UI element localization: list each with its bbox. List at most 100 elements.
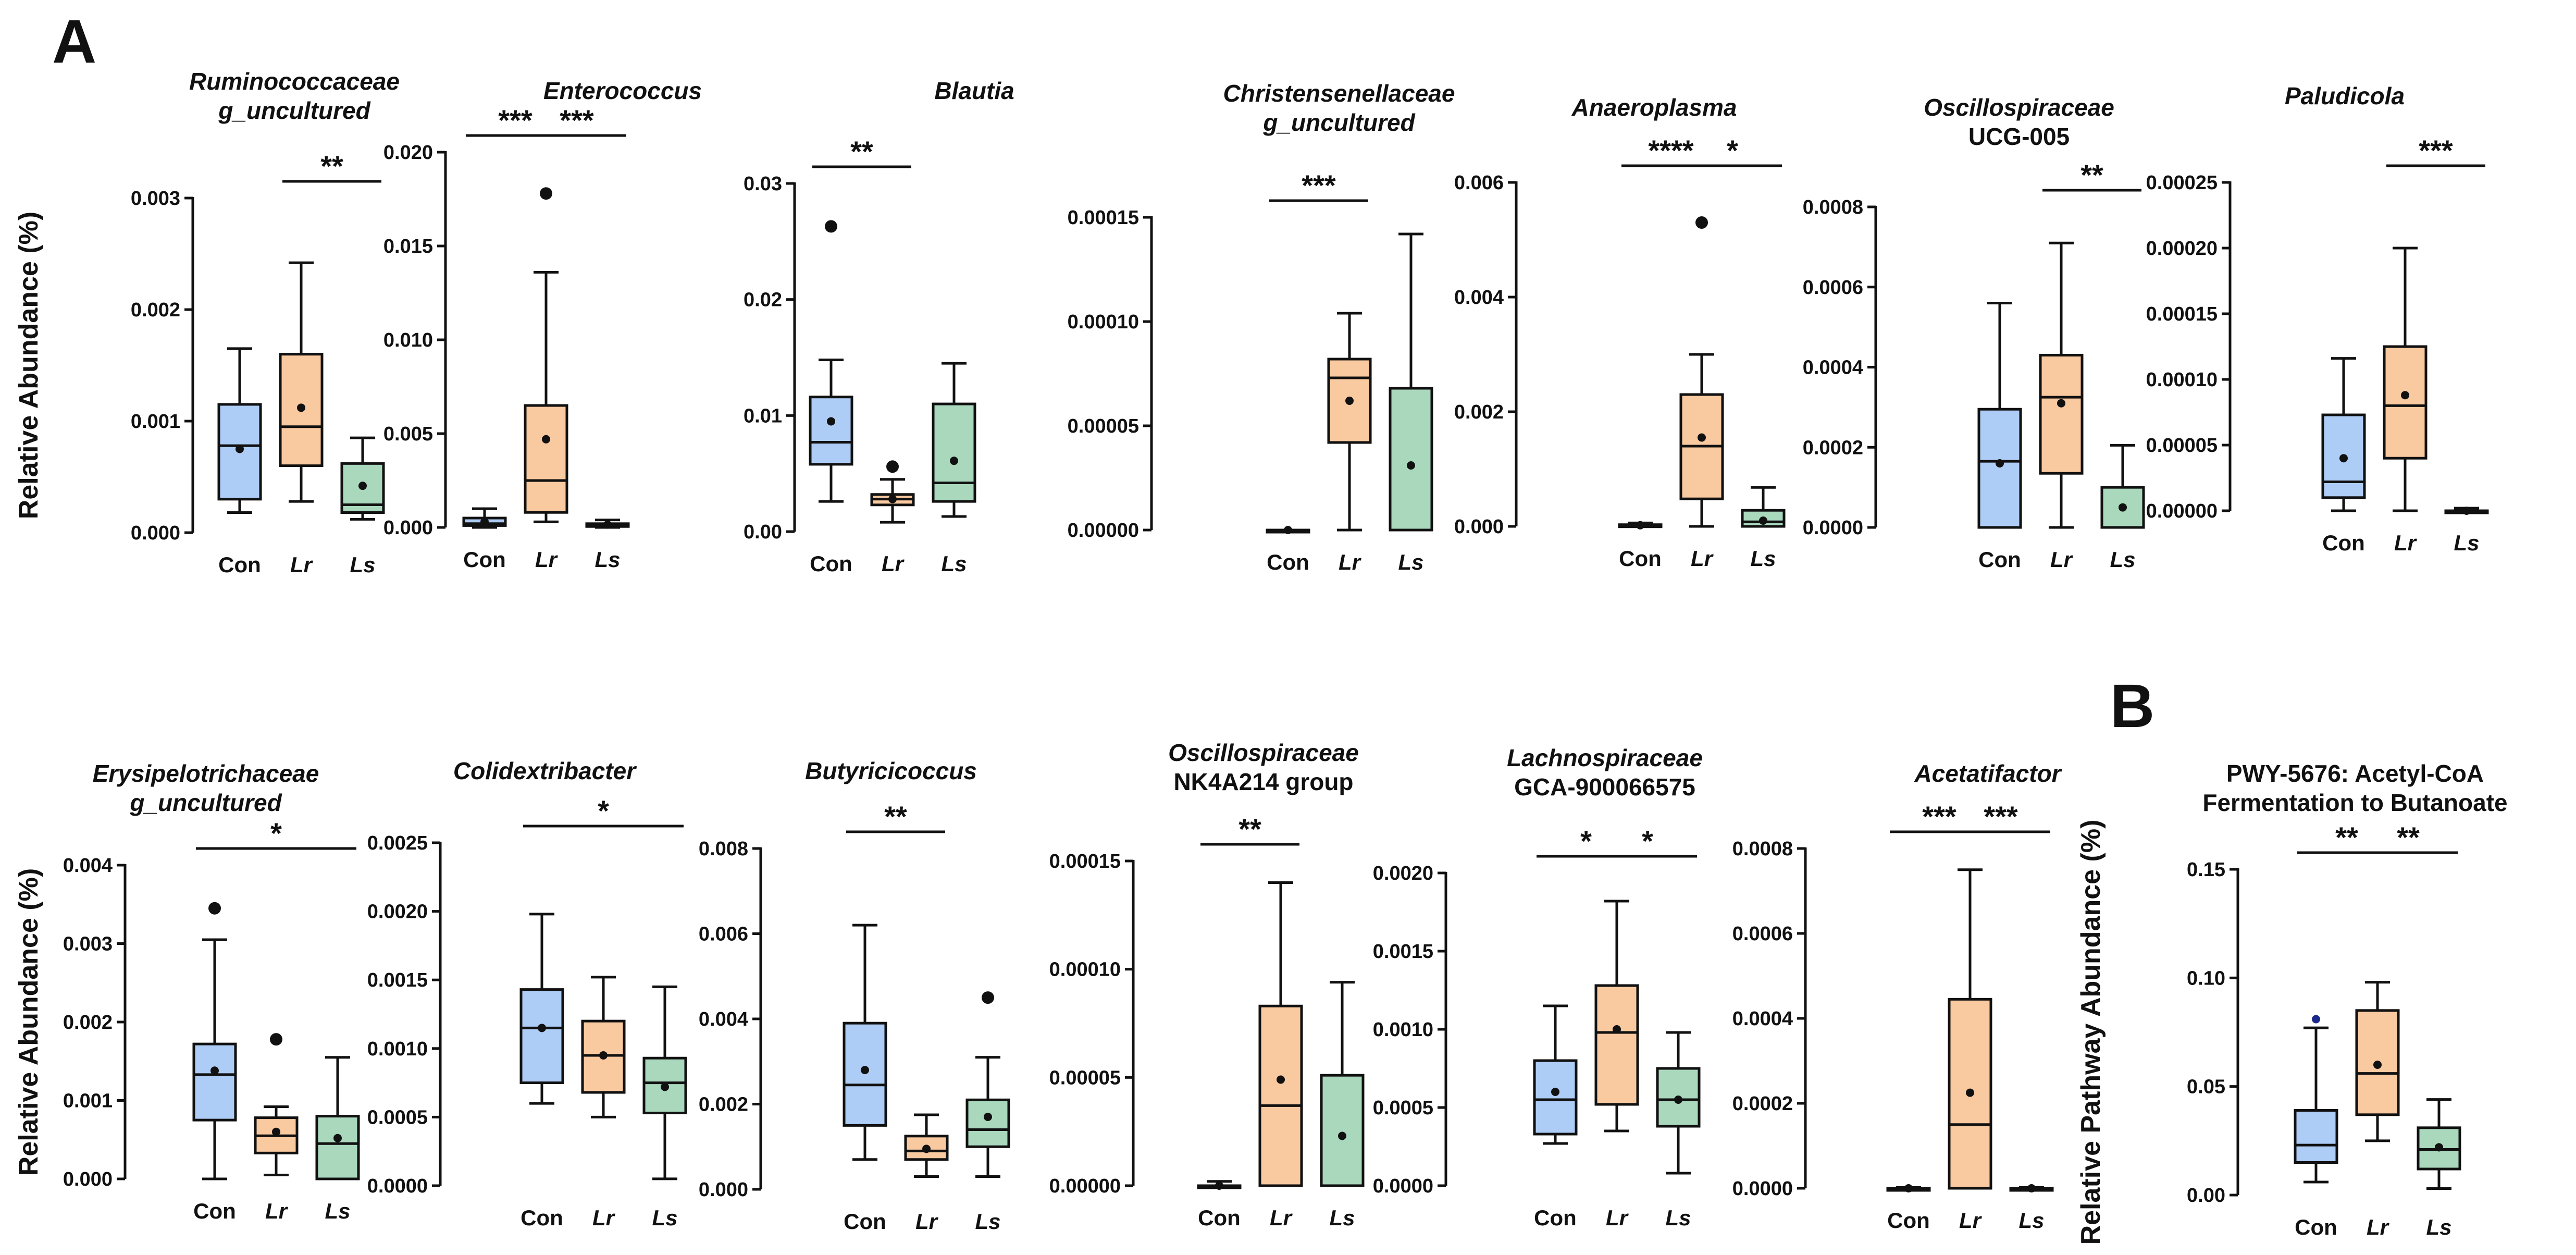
box-con (1533, 1004, 1578, 1145)
significance-label: *** (498, 104, 532, 137)
chart-title: Ruminococcaceae (189, 68, 400, 95)
box-iqr (524, 404, 568, 514)
mean-point (1215, 1182, 1223, 1190)
box-con (1266, 526, 1310, 534)
y-tick-label: 0.0005 (367, 1106, 428, 1128)
mean-point (1551, 1088, 1559, 1096)
box-lr (254, 1033, 299, 1176)
y-tick-label: 0.00015 (1068, 207, 1139, 229)
x-tick-label: Lr (1606, 1205, 1629, 1230)
mean-point (599, 1051, 608, 1060)
x-tick-label: Ls (2110, 547, 2135, 572)
significance-label: * (598, 794, 609, 827)
chart-title: Oscillospiraceae (1168, 739, 1359, 766)
box-lr (279, 261, 324, 503)
significance-label: ** (2335, 821, 2358, 854)
x-tick-label: Con (1978, 547, 2021, 572)
mean-point (603, 520, 612, 529)
x-tick-label: Con (2322, 531, 2365, 555)
chart-title: GCA-900066575 (1514, 773, 1695, 801)
box-con (1618, 521, 1663, 530)
chart-title: Lachnospiraceae (1507, 744, 1703, 771)
box-con (1886, 1184, 1931, 1192)
box-iqr (1320, 1074, 1365, 1187)
mean-point (542, 435, 550, 444)
box-ls (965, 991, 1010, 1178)
y-tick-label: 0.00000 (1068, 520, 1139, 542)
y-tick-label: 0.00000 (1049, 1175, 1121, 1197)
chart-title: Butyricicoccus (805, 757, 977, 784)
significance-label: ** (2397, 821, 2420, 854)
y-tick-label: 0.00000 (2146, 500, 2218, 522)
mean-point (1277, 1075, 1285, 1084)
x-tick-label: Ls (1329, 1205, 1355, 1230)
box-lr (1948, 868, 1992, 1190)
y-tick-label: 0.00015 (1049, 851, 1121, 872)
box-lr (2355, 981, 2400, 1142)
x-tick-label: Con (810, 551, 852, 576)
significance-label: * (270, 817, 282, 850)
box-ls (932, 362, 976, 518)
y-tick-label: 0.002 (1454, 401, 1504, 423)
box-con (843, 924, 887, 1161)
mean-point (922, 1145, 931, 1153)
outlier-point (1695, 216, 1708, 229)
y-tick-label: 0.05 (2187, 1076, 2225, 1098)
y-tick-label: 0.0002 (1803, 437, 1863, 459)
chart-title: Christensenellaceae (1223, 80, 1455, 107)
significance-label: * (1580, 825, 1592, 857)
box-iqr (2294, 1109, 2338, 1164)
box-lr (2383, 247, 2428, 512)
box-plot-3: Blautia 0.00 0.01 0.02 0.03 Con Lr Ls ** (744, 77, 1014, 576)
y-tick-label: 0.004 (699, 1008, 748, 1030)
chart-title: Colidextribacter (453, 757, 637, 784)
box-plot-5: Anaeroplasma 0.000 0.002 0.004 0.006 Con Lr Ls *… (1454, 94, 1786, 571)
mean-point (480, 518, 489, 526)
x-tick-label: Con (218, 552, 261, 577)
y-tick-label: 0.00005 (1068, 415, 1139, 437)
box-iqr (1656, 1067, 1701, 1128)
box-con (192, 902, 237, 1180)
x-tick-label: Ls (595, 547, 620, 572)
outlier-point (540, 187, 552, 200)
x-tick-label: Ls (1750, 546, 1776, 571)
mean-point (358, 482, 367, 490)
mean-point (2119, 503, 2127, 512)
x-tick-label: Ls (2454, 531, 2479, 555)
y-tick-label: 0.00020 (2146, 238, 2218, 260)
box-iqr (809, 396, 853, 466)
y-tick-label: 0.002 (63, 1012, 113, 1033)
box-iqr (1977, 408, 2022, 529)
y-tick-label: 0.0002 (1732, 1093, 1793, 1115)
box-ls (1656, 1031, 1701, 1175)
x-tick-label: Con (463, 547, 506, 572)
chart-title: Erysipelotrichaceae (93, 760, 319, 787)
y-tick-label: 0.0025 (367, 832, 428, 854)
mean-point (888, 495, 897, 503)
y-tick-label: 0.00 (744, 521, 782, 543)
box-con (2321, 357, 2366, 512)
x-tick-label: Ls (350, 552, 375, 577)
box-plot-2: Enterococcus 0.000 0.005 0.010 0.015 0.020 Con… (383, 77, 702, 572)
box-plot-9: Colidextribacter 0.0000 0.0005 0.0010 0.0015… (367, 757, 687, 1230)
x-tick-label: Con (193, 1199, 236, 1223)
box-ls (585, 519, 630, 529)
y-tick-label: 0.00010 (2146, 369, 2218, 391)
y-tick-label: 0.001 (63, 1090, 113, 1112)
x-tick-label: Lr (290, 552, 314, 577)
y-tick-label: 0.0020 (367, 901, 428, 923)
y-tick-label: 0.0015 (367, 969, 428, 991)
box-iqr (217, 403, 262, 501)
mean-point (984, 1113, 992, 1122)
mean-point (827, 417, 835, 426)
y-tick-label: 0.006 (1454, 172, 1504, 194)
chart-title: Enterococcus (543, 77, 702, 104)
y-tick-label: 0.0000 (1803, 517, 1863, 539)
x-tick-label: Ls (2018, 1208, 2044, 1233)
box-ls (2444, 507, 2489, 515)
mean-point (2027, 1184, 2036, 1192)
